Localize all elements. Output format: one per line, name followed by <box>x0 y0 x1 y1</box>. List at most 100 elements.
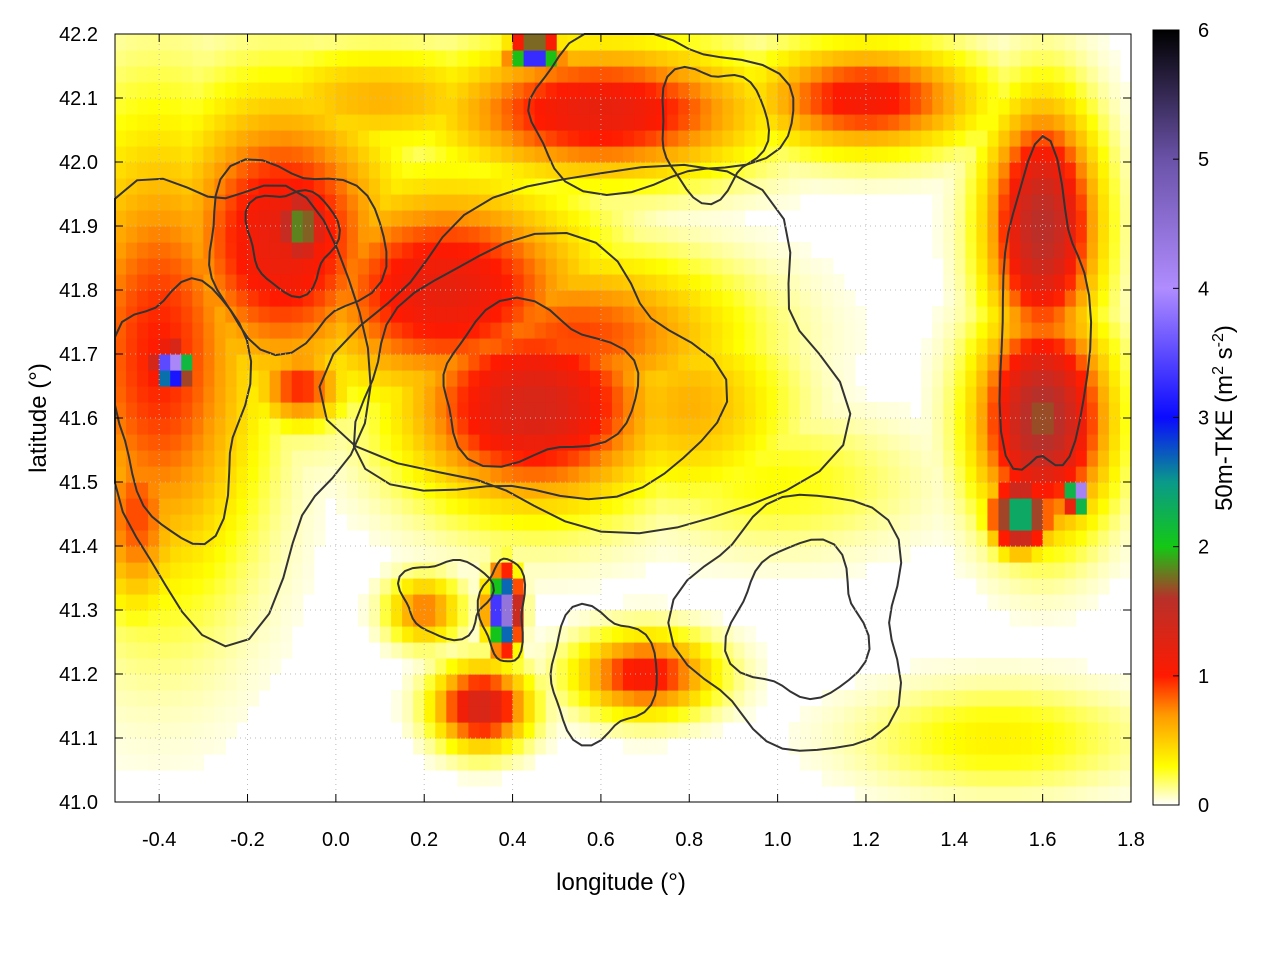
heatmap-cell <box>634 530 646 547</box>
heatmap-cell <box>634 418 646 435</box>
heatmap-cell <box>899 530 911 547</box>
heatmap-cell <box>877 98 889 115</box>
heatmap-cell <box>987 162 1000 179</box>
heatmap-cell <box>954 770 966 787</box>
heatmap-cell <box>1108 242 1121 259</box>
heatmap-cell <box>711 130 723 147</box>
heatmap-cell <box>181 562 193 579</box>
heatmap-cell <box>1086 578 1099 595</box>
heatmap-cell <box>446 210 458 227</box>
heatmap-cell <box>865 498 878 515</box>
heatmap-cell <box>556 50 569 67</box>
heatmap-cell <box>634 690 646 707</box>
heatmap-cell <box>236 690 249 707</box>
heatmap-cell <box>424 146 436 163</box>
heatmap-cell <box>821 530 834 547</box>
heatmap-cell <box>501 738 514 755</box>
heatmap-cell <box>1020 722 1033 739</box>
heatmap-cell <box>965 546 977 563</box>
heatmap-cell <box>490 770 503 787</box>
heatmap-cell <box>921 146 933 163</box>
colorbar-title-part: s <box>1211 347 1238 366</box>
heatmap-cell <box>1042 322 1055 339</box>
heatmap-cell <box>832 306 845 323</box>
heatmap-cell <box>1119 402 1132 419</box>
heatmap-cell <box>810 498 823 515</box>
heatmap-cell <box>634 722 646 739</box>
heatmap-cell <box>1086 258 1099 275</box>
heatmap-cell <box>214 594 227 611</box>
heatmap-cell <box>324 130 337 147</box>
heatmap-cell <box>700 658 712 675</box>
heatmap-cell <box>280 418 293 435</box>
heatmap-cell <box>302 146 315 163</box>
heatmap-cell <box>258 306 271 323</box>
heatmap-cell <box>589 226 602 243</box>
heatmap-cell <box>512 722 525 739</box>
heatmap-cell <box>700 706 712 723</box>
heatmap-cell <box>523 338 536 355</box>
heatmap-cell <box>843 482 856 499</box>
heatmap-cell <box>910 530 922 547</box>
colorbar-tick-label: 6 <box>1198 20 1209 42</box>
heatmap-cell <box>623 226 635 243</box>
heatmap-cell <box>755 530 768 547</box>
heatmap-cell <box>1020 754 1033 771</box>
heatmap-cell <box>115 82 127 99</box>
heatmap-cell <box>545 562 558 579</box>
heatmap-cell <box>755 354 768 371</box>
heatmap-cell <box>302 34 315 51</box>
y-tick-label: 41.0 <box>59 792 98 814</box>
heatmap-cell <box>291 354 304 371</box>
heatmap-cell <box>667 130 679 147</box>
heatmap-cell <box>181 82 193 99</box>
heatmap-cell <box>865 466 878 483</box>
heatmap-cell <box>998 98 1011 115</box>
heatmap-cell <box>954 706 966 723</box>
heatmap-cell <box>126 626 138 643</box>
heatmap-cell <box>512 210 525 227</box>
heatmap-cell <box>667 530 679 547</box>
heatmap-cell <box>1075 690 1088 707</box>
heatmap-cell <box>1009 130 1022 147</box>
heatmap-cell <box>346 418 359 435</box>
heatmap-cell <box>623 690 635 707</box>
heatmap-cell <box>170 242 182 259</box>
heatmap-cell <box>755 306 768 323</box>
heatmap-cell <box>214 434 227 451</box>
heatmap-cell <box>700 722 712 739</box>
heatmap-cell <box>512 498 525 515</box>
heatmap-cell <box>611 514 624 531</box>
heatmap-cell <box>722 546 735 563</box>
heatmap-cell <box>623 626 635 643</box>
heatmap-cell <box>578 418 591 435</box>
heatmap-cell <box>1031 82 1044 99</box>
heatmap-cell <box>899 82 911 99</box>
heatmap-cell <box>1009 418 1022 435</box>
heatmap-cell <box>170 258 182 275</box>
heatmap-cell <box>534 658 547 675</box>
heatmap-cell <box>357 370 370 387</box>
heatmap-cell <box>512 674 525 691</box>
heatmap-cell <box>1042 98 1055 115</box>
heatmap-cell <box>291 226 304 243</box>
heatmap-cell <box>1097 194 1110 211</box>
heatmap-cell <box>932 514 944 531</box>
heatmap-cell <box>600 530 613 547</box>
heatmap-cell <box>556 290 569 307</box>
heatmap-cell <box>247 146 260 163</box>
heatmap-cell <box>755 466 768 483</box>
heatmap-cell <box>998 178 1011 195</box>
heatmap-cell <box>369 514 381 531</box>
heatmap-cell <box>1075 706 1088 723</box>
heatmap-cell <box>578 690 591 707</box>
heatmap-cell <box>402 258 414 275</box>
heatmap-cell <box>799 66 812 83</box>
heatmap-cell <box>744 450 757 467</box>
heatmap-cell <box>258 354 271 371</box>
heatmap-cell <box>921 114 933 131</box>
heatmap-cell <box>1075 146 1088 163</box>
heatmap-cell <box>181 642 193 659</box>
heatmap-cell <box>159 370 171 387</box>
heatmap-cell <box>733 674 746 691</box>
